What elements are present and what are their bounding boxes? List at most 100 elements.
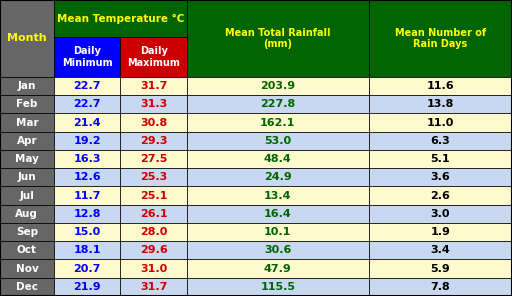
Bar — [369, 150, 512, 168]
Text: 48.4: 48.4 — [264, 154, 292, 164]
Bar — [0, 95, 54, 113]
Text: 12.8: 12.8 — [73, 209, 101, 219]
Bar — [187, 260, 369, 278]
Text: 5.9: 5.9 — [431, 264, 450, 274]
Bar — [120, 168, 187, 186]
Text: Apr: Apr — [16, 136, 37, 146]
Text: 162.1: 162.1 — [260, 118, 295, 128]
Bar — [187, 223, 369, 241]
Text: 31.7: 31.7 — [140, 81, 167, 91]
Text: 16.3: 16.3 — [73, 154, 101, 164]
Text: 27.5: 27.5 — [140, 154, 167, 164]
Text: 15.0: 15.0 — [73, 227, 101, 237]
Text: 2.6: 2.6 — [431, 191, 450, 201]
Text: 30.6: 30.6 — [264, 245, 291, 255]
Text: 19.2: 19.2 — [73, 136, 101, 146]
Bar — [369, 241, 512, 260]
Bar — [120, 132, 187, 150]
Text: Dec: Dec — [16, 282, 38, 292]
Text: Mean Temperature °C: Mean Temperature °C — [57, 13, 184, 24]
Bar — [54, 223, 120, 241]
Text: 1.9: 1.9 — [431, 227, 450, 237]
Bar — [54, 95, 120, 113]
Text: 12.6: 12.6 — [73, 172, 101, 182]
Bar — [120, 205, 187, 223]
Text: 11.7: 11.7 — [73, 191, 101, 201]
Text: 22.7: 22.7 — [73, 81, 101, 91]
Text: Mean Number of
Rain Days: Mean Number of Rain Days — [395, 28, 486, 49]
Text: 21.4: 21.4 — [73, 118, 101, 128]
Bar — [120, 260, 187, 278]
Bar — [0, 205, 54, 223]
Bar — [54, 205, 120, 223]
Text: 18.1: 18.1 — [73, 245, 101, 255]
Text: 3.0: 3.0 — [431, 209, 450, 219]
Text: 227.8: 227.8 — [260, 99, 295, 109]
Text: 28.0: 28.0 — [140, 227, 167, 237]
Bar — [369, 205, 512, 223]
Bar — [369, 77, 512, 95]
Text: Daily
Maximum: Daily Maximum — [127, 46, 180, 68]
Bar — [0, 260, 54, 278]
Bar — [369, 113, 512, 132]
Text: Mar: Mar — [15, 118, 38, 128]
Text: 22.7: 22.7 — [73, 99, 101, 109]
Text: 31.7: 31.7 — [140, 282, 167, 292]
Bar — [0, 0, 54, 77]
Text: 7.8: 7.8 — [431, 282, 450, 292]
Bar — [0, 150, 54, 168]
Bar — [369, 168, 512, 186]
Text: 21.9: 21.9 — [73, 282, 101, 292]
Text: 3.6: 3.6 — [431, 172, 450, 182]
Bar — [54, 278, 120, 296]
Text: 13.8: 13.8 — [426, 99, 454, 109]
Bar — [187, 278, 369, 296]
Bar — [54, 77, 120, 95]
Text: Aug: Aug — [15, 209, 38, 219]
Text: 11.0: 11.0 — [426, 118, 454, 128]
Bar — [0, 186, 54, 205]
Bar — [120, 150, 187, 168]
Bar — [54, 0, 187, 37]
Bar — [369, 278, 512, 296]
Bar — [120, 77, 187, 95]
Bar — [187, 168, 369, 186]
Bar — [369, 186, 512, 205]
Bar — [54, 113, 120, 132]
Bar — [54, 186, 120, 205]
Bar — [0, 77, 54, 95]
Text: 5.1: 5.1 — [431, 154, 450, 164]
Bar — [0, 278, 54, 296]
Bar — [187, 0, 369, 77]
Text: Jul: Jul — [19, 191, 34, 201]
Text: 115.5: 115.5 — [260, 282, 295, 292]
Text: 16.4: 16.4 — [264, 209, 292, 219]
Bar — [0, 132, 54, 150]
Text: 53.0: 53.0 — [264, 136, 291, 146]
Text: 25.1: 25.1 — [140, 191, 167, 201]
Bar — [187, 95, 369, 113]
Bar — [0, 113, 54, 132]
Text: Sep: Sep — [16, 227, 38, 237]
Text: 24.9: 24.9 — [264, 172, 292, 182]
Bar — [120, 186, 187, 205]
Bar — [187, 132, 369, 150]
Bar — [54, 241, 120, 260]
Bar — [187, 205, 369, 223]
Bar — [369, 260, 512, 278]
Bar — [120, 37, 187, 77]
Text: 10.1: 10.1 — [264, 227, 291, 237]
Text: 203.9: 203.9 — [260, 81, 295, 91]
Text: 30.8: 30.8 — [140, 118, 167, 128]
Bar — [369, 132, 512, 150]
Text: 3.4: 3.4 — [431, 245, 450, 255]
Text: 26.1: 26.1 — [140, 209, 167, 219]
Bar — [120, 95, 187, 113]
Bar — [369, 223, 512, 241]
Bar — [54, 260, 120, 278]
Bar — [187, 186, 369, 205]
Text: 29.3: 29.3 — [140, 136, 167, 146]
Bar — [54, 132, 120, 150]
Text: 29.6: 29.6 — [140, 245, 167, 255]
Text: Daily
Minimum: Daily Minimum — [62, 46, 112, 68]
